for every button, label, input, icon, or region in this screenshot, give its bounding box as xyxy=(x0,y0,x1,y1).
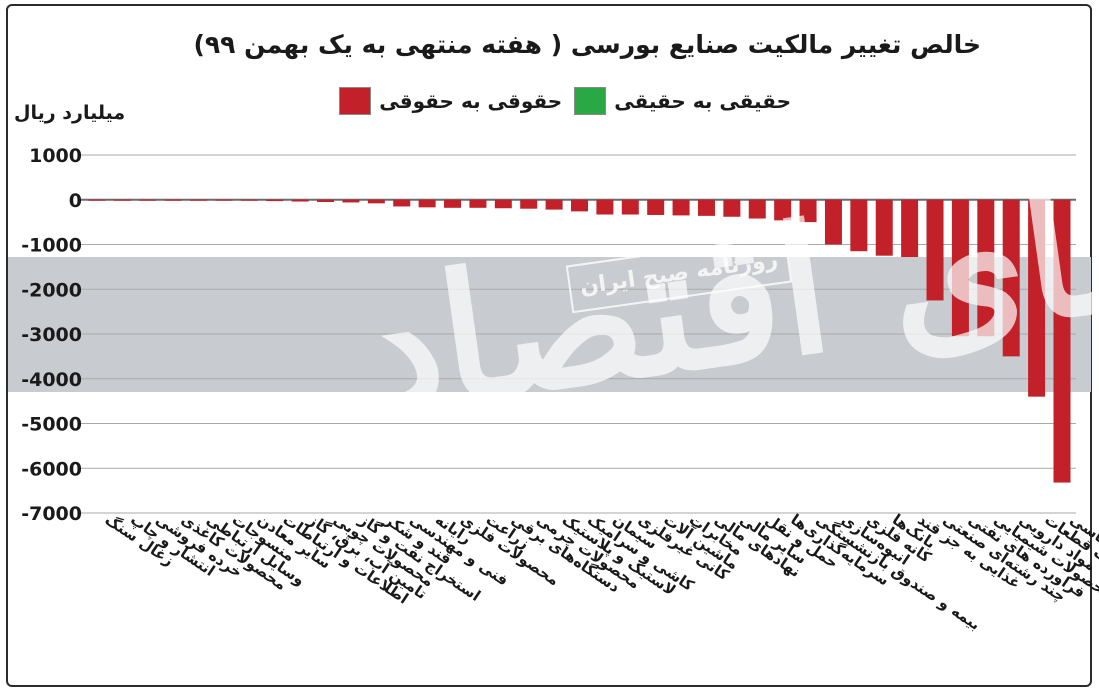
legend-swatch-legal xyxy=(339,87,372,115)
bar xyxy=(1002,199,1020,357)
bar xyxy=(317,199,335,202)
chart-title: خالص تغییر مالکیت صنایع بورسی ( هفته منت… xyxy=(193,30,981,59)
bar xyxy=(291,199,309,202)
bar xyxy=(444,199,462,208)
bar xyxy=(824,199,842,245)
bar xyxy=(1053,199,1071,483)
bar xyxy=(748,199,766,219)
bar xyxy=(266,199,284,202)
y-tick-label: -3000 xyxy=(21,324,82,346)
y-tick-label: -6000 xyxy=(21,458,82,480)
bar xyxy=(520,199,538,209)
y-tick-label: -7000 xyxy=(21,503,82,525)
bar xyxy=(850,199,868,252)
bar xyxy=(190,199,208,201)
y-axis-unit-label: میلیارد ریال xyxy=(14,102,126,124)
y-tick-label: -5000 xyxy=(21,414,82,436)
bar xyxy=(367,199,385,204)
bar xyxy=(1028,199,1046,397)
bar xyxy=(647,199,665,215)
bar xyxy=(418,199,436,208)
bar xyxy=(723,199,741,217)
bar xyxy=(621,199,639,215)
bar xyxy=(596,199,614,215)
y-tick-label: -2000 xyxy=(21,279,82,301)
y-tick-label: 1000 xyxy=(29,145,82,167)
bar xyxy=(215,199,233,201)
bar xyxy=(164,199,182,201)
bar xyxy=(469,199,487,208)
legend-label-individual: حقیقی به حقیقی xyxy=(614,89,791,113)
bar xyxy=(977,199,995,337)
bar xyxy=(342,199,360,203)
bar xyxy=(113,199,131,201)
bar xyxy=(799,199,817,223)
bar xyxy=(88,199,106,201)
bar xyxy=(951,199,969,337)
legend-item-individual: حقیقی به حقیقی xyxy=(574,87,791,115)
legend-swatch-individual xyxy=(574,87,607,115)
legend-item-legal: حقوقی به حقوقی xyxy=(339,87,562,115)
bar xyxy=(393,199,411,207)
bar xyxy=(697,199,715,216)
bar xyxy=(545,199,563,210)
bar xyxy=(240,199,258,201)
y-tick-label: -4000 xyxy=(21,369,82,391)
y-tick-label: 0 xyxy=(69,190,82,212)
bar xyxy=(494,199,512,209)
bar xyxy=(571,199,588,212)
legend: حقوقی به حقوقی حقیقی به حقیقی xyxy=(339,86,791,116)
bar xyxy=(926,199,944,301)
watermark-band xyxy=(8,257,1091,392)
bar xyxy=(139,199,157,201)
y-tick-labels: 1000 0 -1000 -2000 -3000 -4000 -5000 -6000 -7000 xyxy=(21,145,82,525)
legend-label-legal: حقوقی به حقوقی xyxy=(379,89,563,113)
bars xyxy=(88,199,1071,483)
bar xyxy=(875,199,893,256)
bar xyxy=(672,199,690,216)
bar xyxy=(901,199,919,258)
bar xyxy=(774,199,792,221)
y-tick-label: -1000 xyxy=(21,235,82,257)
